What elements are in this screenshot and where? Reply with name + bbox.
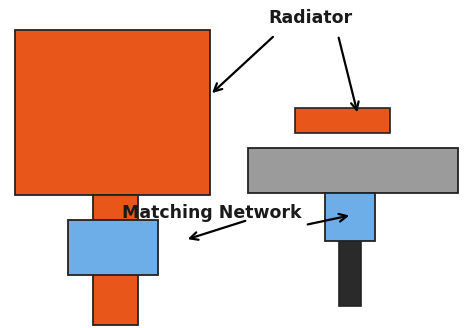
Bar — [339, 241, 361, 306]
Text: Radiator: Radiator — [268, 9, 352, 27]
Bar — [325, 193, 375, 241]
Bar — [248, 148, 458, 193]
Bar — [15, 30, 210, 195]
Bar — [68, 220, 158, 275]
Text: Matching Network: Matching Network — [122, 204, 302, 222]
Bar — [295, 108, 390, 133]
Bar — [93, 195, 138, 325]
